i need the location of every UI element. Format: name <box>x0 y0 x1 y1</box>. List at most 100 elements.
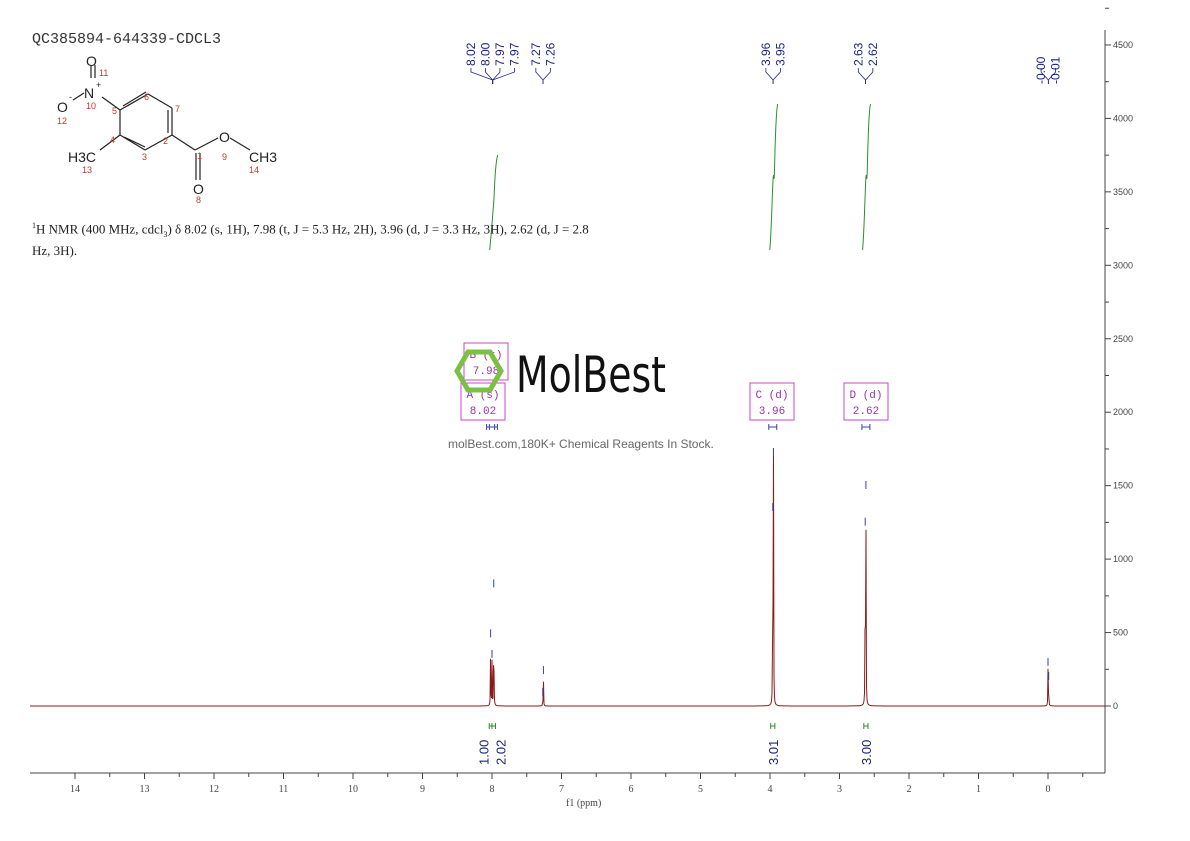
multiplet-shift: 7.98 <box>473 366 499 378</box>
atom-number: 2 <box>163 136 168 146</box>
multiplet-range <box>486 424 496 430</box>
x-tick-label: 1 <box>976 784 981 795</box>
x-tick-label: 8 <box>490 784 495 795</box>
atom-number: 3 <box>142 152 147 162</box>
spectrum-line <box>30 454 1105 707</box>
multiplet-name: D (d) <box>849 390 882 402</box>
multiplet-box <box>749 382 795 421</box>
peak-label-connector <box>865 68 874 84</box>
atom-number: 13 <box>82 165 92 175</box>
y-tick-label: 500 <box>1113 628 1128 638</box>
multiplet-box <box>843 382 889 421</box>
y-tick-label: 4500 <box>1113 40 1133 50</box>
molbest-logo-text: MolBest <box>516 346 666 404</box>
atom-number: 7 <box>175 104 180 114</box>
atom-number: 5 <box>112 106 117 116</box>
peak-label: 2.63 <box>851 42 865 66</box>
molbest-tagline: molBest.com,180K+ Chemical Reagents In S… <box>448 437 714 451</box>
integral-bracket <box>863 723 869 729</box>
peak-label-connector <box>765 68 774 84</box>
peak-label: 8.02 <box>464 42 478 66</box>
integral-value: 2.02 <box>494 740 509 765</box>
peak-label: 8.00 <box>478 42 492 66</box>
peak-label: 7.26 <box>543 42 557 66</box>
atom-o8: O <box>193 181 204 197</box>
x-tick-label: 7 <box>559 784 564 795</box>
nmr-description: 1H NMR (400 MHz, cdcl3) δ 8.02 (s, 1H), … <box>32 218 602 259</box>
nmr-sup: 1 <box>32 221 36 230</box>
atom-number: 4 <box>110 135 115 145</box>
multiplet-range <box>861 424 871 430</box>
y-tick-label: 2000 <box>1113 407 1133 417</box>
atom-number: 10 <box>86 101 96 111</box>
nmr-rest: ) δ 8.02 (s, 1H), 7.98 (t, J = 5.3 Hz, 2… <box>32 221 589 258</box>
atom-number: 12 <box>57 116 67 126</box>
x-tick-label: 12 <box>209 784 219 795</box>
x-tick-label: 14 <box>70 784 80 795</box>
x-tick-label: 3 <box>837 784 842 795</box>
atom-number: 11 <box>99 68 108 78</box>
charge-plus: + <box>96 80 101 90</box>
multiplet-shift: 3.96 <box>759 406 785 418</box>
atom-number: 1 <box>197 151 202 161</box>
multiplet-box <box>460 382 506 421</box>
atom-number: 6 <box>144 92 149 102</box>
peak-label: 3.96 <box>759 42 773 66</box>
atom-ch3-13: H3C <box>68 149 96 165</box>
atom-o9: O <box>219 129 230 145</box>
molbest-watermark: MolBest molBest.com,180K+ Chemical Reage… <box>448 346 714 451</box>
multiplet-name: A (s) <box>466 390 499 402</box>
x-tick-label: 6 <box>629 784 634 795</box>
y-tick-label: 3000 <box>1113 260 1133 270</box>
integral-bracket <box>770 723 776 729</box>
peak-label: 3.95 <box>773 42 787 66</box>
multiplet-name: C (d) <box>755 390 788 402</box>
x-tick-label: 2 <box>907 784 912 795</box>
structure-atom-numbers: 1 2 3 4 5 6 7 8 9 10 11 12 13 14 <box>57 68 259 205</box>
multiplet-shift: 8.02 <box>470 406 496 418</box>
structure-atom-labels: O N + O - H3C O CH3 O <box>57 53 277 197</box>
atom-number: 14 <box>249 165 259 175</box>
atom-o12: O <box>57 99 68 115</box>
peak-label-connector <box>535 68 544 84</box>
charge-minus: - <box>69 92 72 102</box>
y-tick-label: 1500 <box>1113 481 1133 491</box>
sample-title: QC385894-644339-CDCL3 <box>32 31 222 48</box>
integral-curve <box>862 103 872 251</box>
x-tick-label: 9 <box>420 784 425 795</box>
atom-o11: O <box>86 53 97 69</box>
integral-bracket <box>491 723 496 729</box>
peak-label-connector <box>772 68 781 84</box>
peak-label: 2.62 <box>866 42 880 66</box>
atom-number: 8 <box>196 195 201 205</box>
y-tick-label: 2500 <box>1113 334 1133 344</box>
x-tick-label: 13 <box>140 784 150 795</box>
x-tick-label: 10 <box>348 784 358 795</box>
y-tick-label: 1000 <box>1113 554 1133 564</box>
integral-value: 3.00 <box>859 740 874 765</box>
x-tick-label: 11 <box>279 784 289 795</box>
nmr-sub: 3 <box>163 229 168 239</box>
x-tick-label: 4 <box>768 784 773 795</box>
nmr-text: H NMR (400 MHz, cdcl <box>36 221 164 237</box>
peak-label: 7.27 <box>529 42 543 66</box>
peak-label-connector <box>857 68 866 84</box>
x-axis-label: f1 (ppm) <box>566 798 601 809</box>
peak-label-connector <box>542 68 551 84</box>
integral-value: 1.00 <box>477 740 492 765</box>
x-tick-label: 5 <box>698 784 703 795</box>
integral-value: 3.01 <box>766 740 781 765</box>
y-tick-label: 0 <box>1113 701 1118 711</box>
atom-ch3-14: CH3 <box>249 149 277 165</box>
integral-curve <box>769 103 779 251</box>
peak-label-connector <box>492 68 501 84</box>
x-tick-label: 0 <box>1046 784 1051 795</box>
peak-label: 7.97 <box>493 42 507 66</box>
peak-label-connector <box>492 68 515 84</box>
atom-number: 9 <box>222 152 227 162</box>
peak-label: 7.97 <box>507 42 521 66</box>
multiplet-range <box>768 424 778 430</box>
molbest-logo-icon <box>454 349 504 393</box>
peak-label-connector <box>485 68 494 84</box>
